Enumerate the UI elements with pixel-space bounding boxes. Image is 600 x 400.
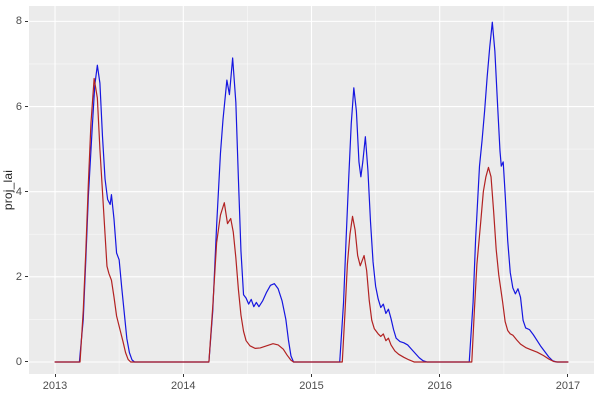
y-tick-mark <box>25 276 28 278</box>
x-tick-mark <box>311 374 312 377</box>
y-tick-label: 6 <box>15 100 22 113</box>
x-tick-label: 2013 <box>42 380 68 392</box>
x-tick-label: 2014 <box>171 380 196 392</box>
x-tick-mark <box>182 374 184 377</box>
y-tick-mark <box>25 191 28 193</box>
plot-panel <box>29 6 594 374</box>
y-tick-label: 2 <box>15 270 22 283</box>
x-tick-label: 2015 <box>299 380 324 392</box>
x-tick-label: 2016 <box>427 380 452 392</box>
y-tick-mark <box>25 106 28 108</box>
x-tick-label: 2017 <box>555 380 581 392</box>
y-tick-label: 0 <box>15 355 22 368</box>
x-tick-mark <box>439 374 441 377</box>
y-tick-label: 4 <box>15 185 22 198</box>
blue-line <box>54 21 569 363</box>
plot-canvas <box>29 6 594 374</box>
y-tick-label: 8 <box>15 15 22 28</box>
x-tick-mark <box>567 374 569 377</box>
red-line <box>54 77 569 363</box>
y-tick-mark <box>25 20 28 22</box>
y-tick-mark <box>25 361 28 363</box>
x-tick-mark <box>54 374 56 377</box>
